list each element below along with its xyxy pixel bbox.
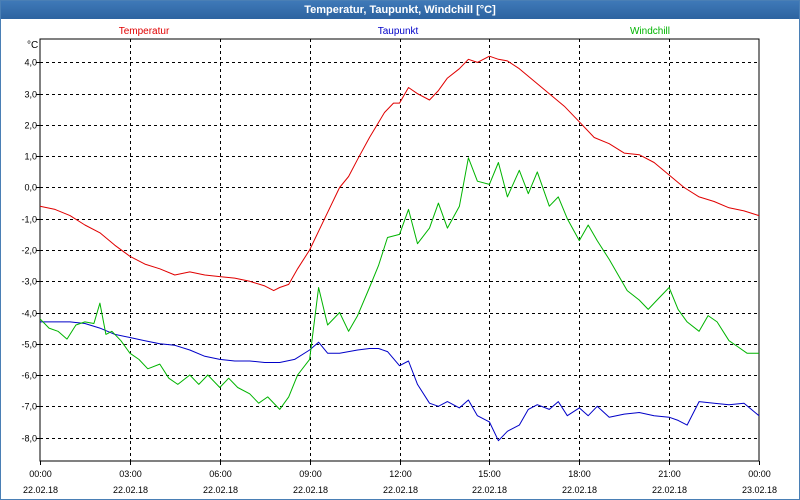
x-tick-date-label: 22.02.18 bbox=[472, 485, 507, 495]
x-tick-time-label: 00:00 bbox=[748, 469, 771, 479]
legend: Temperatur Taupunkt Windchill bbox=[119, 26, 670, 37]
x-tick-date-label: 22.02.18 bbox=[113, 485, 148, 495]
axes bbox=[36, 38, 760, 465]
x-tick-time-label: 21:00 bbox=[658, 469, 681, 479]
y-tick-label: -6,0 bbox=[21, 371, 37, 381]
x-tick-time-label: 00:00 bbox=[29, 469, 52, 479]
y-tick-label: -1,0 bbox=[21, 215, 37, 225]
y-tick-label: -8,0 bbox=[21, 434, 37, 444]
x-tick-date-label: 22.02.18 bbox=[203, 485, 238, 495]
x-tick-time-label: 09:00 bbox=[299, 469, 322, 479]
y-tick-label: 1,0 bbox=[24, 152, 37, 162]
x-tick-time-label: 12:00 bbox=[389, 469, 412, 479]
series-line-taupunkt bbox=[40, 321, 760, 442]
y-tick-label: 3,0 bbox=[24, 90, 37, 100]
y-tick-label: -5,0 bbox=[21, 340, 37, 350]
y-tick-label: 4,0 bbox=[24, 58, 37, 68]
tick-labels: 4,0 3,0 2,0 1,0 0,0 -1,0 -2,0 -3,0 -4,0 -5,0 -6,0 -… bbox=[21, 40, 777, 495]
y-axis-unit-label: °C bbox=[27, 40, 38, 51]
y-tick-label: -7,0 bbox=[21, 402, 37, 412]
legend-temperatur: Temperatur bbox=[119, 26, 170, 37]
x-tick-time-label: 03:00 bbox=[119, 469, 142, 479]
window-title: Temperatur, Taupunkt, Windchill [°C] bbox=[1, 1, 799, 19]
x-tick-date-label: 23.02.18 bbox=[742, 485, 777, 495]
y-tick-label: 0,0 bbox=[24, 183, 37, 193]
y-tick-label: -4,0 bbox=[21, 309, 37, 319]
series-line-temperatur bbox=[39, 55, 760, 292]
x-tick-date-label: 22.02.18 bbox=[562, 485, 597, 495]
y-tick-label: -2,0 bbox=[21, 246, 37, 256]
x-tick-time-label: 18:00 bbox=[568, 469, 591, 479]
x-tick-date-label: 22.02.18 bbox=[293, 485, 328, 495]
series-lines bbox=[39, 55, 760, 442]
series-line-windchill bbox=[39, 157, 759, 410]
x-tick-date-label: 22.02.18 bbox=[23, 485, 58, 495]
x-tick-time-label: 15:00 bbox=[478, 469, 501, 479]
legend-windchill: Windchill bbox=[630, 26, 670, 37]
x-tick-date-label: 22.02.18 bbox=[383, 485, 418, 495]
x-tick-time-label: 06:00 bbox=[209, 469, 232, 479]
y-tick-label: 2,0 bbox=[24, 121, 37, 131]
legend-taupunkt: Taupunkt bbox=[378, 26, 419, 37]
x-tick-date-label: 22.02.18 bbox=[652, 485, 687, 495]
grid bbox=[40, 39, 759, 461]
y-tick-label: -3,0 bbox=[21, 277, 37, 287]
